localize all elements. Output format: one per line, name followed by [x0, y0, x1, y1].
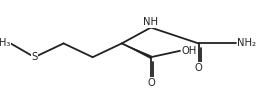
Text: S: S — [31, 52, 38, 62]
Polygon shape — [122, 43, 151, 59]
Text: NH₂: NH₂ — [237, 38, 256, 48]
Text: OH: OH — [182, 46, 197, 56]
Text: CH₃: CH₃ — [0, 38, 11, 48]
Text: NH: NH — [143, 17, 158, 27]
Text: O: O — [147, 78, 155, 88]
Text: O: O — [195, 63, 202, 73]
